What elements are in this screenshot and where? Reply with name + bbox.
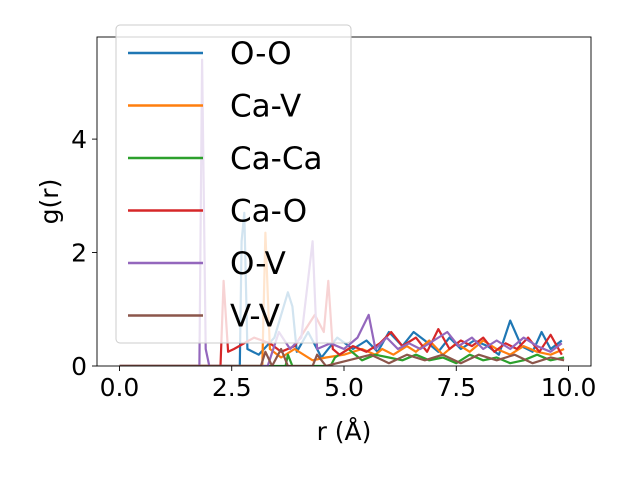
x-tick-label: 5.0 <box>324 373 364 402</box>
legend-label: O-V <box>230 246 286 282</box>
legend-label: Ca-Ca <box>230 141 322 177</box>
x-axis-label: r (Å) <box>317 417 372 446</box>
x-tick-label: 7.5 <box>436 373 476 402</box>
legend-box <box>115 24 352 344</box>
series-line-v-v <box>119 347 565 366</box>
legend: O-O Ca-V Ca-Ca Ca-O O-V V-V <box>115 24 352 344</box>
legend-label: Ca-V <box>230 89 301 125</box>
y-tick-label: 0 <box>71 352 87 381</box>
y-tick-label: 2 <box>71 239 87 268</box>
legend-label: Ca-O <box>230 194 307 230</box>
x-tick-label: 2.5 <box>212 373 252 402</box>
legend-label: O-O <box>230 36 292 72</box>
legend-label: V-V <box>230 299 280 335</box>
series-layer <box>119 58 565 366</box>
y-axis: 0 2 4 <box>71 125 97 381</box>
x-tick-label: 10.0 <box>541 373 597 402</box>
x-axis: 0.0 2.5 5.0 7.5 10.0 <box>100 366 597 402</box>
series-line-ca-ca <box>119 347 565 366</box>
y-axis-label: g(r) <box>35 179 64 225</box>
x-tick-label: 0.0 <box>100 373 140 402</box>
series-line-o-v <box>119 58 563 366</box>
y-tick-label: 4 <box>71 125 87 154</box>
